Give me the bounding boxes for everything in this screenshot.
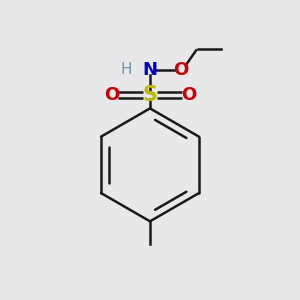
- Text: N: N: [142, 61, 158, 79]
- Text: S: S: [142, 85, 158, 105]
- Text: O: O: [104, 86, 119, 104]
- Text: H: H: [121, 62, 132, 77]
- Text: O: O: [174, 61, 189, 79]
- Text: O: O: [181, 86, 196, 104]
